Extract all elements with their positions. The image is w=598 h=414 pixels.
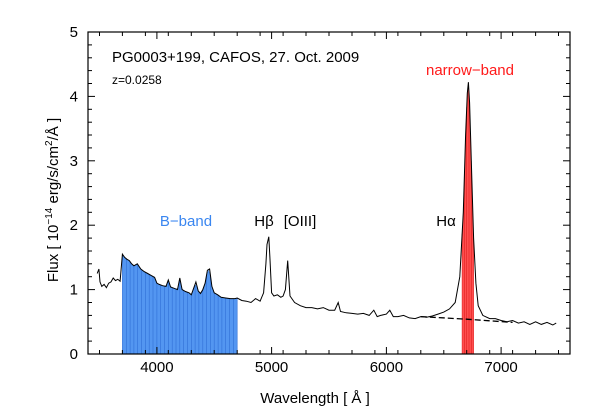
oiii-label: [OIII] <box>284 213 317 230</box>
spectrum-line <box>96 82 557 326</box>
x-tick-label-4000: 4000 <box>140 359 173 376</box>
continuum-fit-line <box>420 315 513 324</box>
y-axis-label-exp1: −14 <box>44 207 55 224</box>
x-tick-label-7000: 7000 <box>484 359 517 376</box>
y-tick-label-2: 2 <box>70 217 78 234</box>
y-tick-label-5: 5 <box>70 24 78 41</box>
y-tick-label-1: 1 <box>70 282 78 299</box>
y-tick-label-4: 4 <box>70 88 78 105</box>
continuum-layer <box>420 315 513 324</box>
x-tick-label-6000: 6000 <box>370 359 403 376</box>
y-tick-label-3: 3 <box>70 153 78 170</box>
bands-layer <box>122 82 474 354</box>
halpha-label: Hα <box>436 213 456 230</box>
x-tick-label-5000: 5000 <box>255 359 288 376</box>
hbeta-label: Hβ <box>254 213 274 230</box>
band-fill-1 <box>462 82 474 354</box>
x-axis-label: Wavelength [ Å ] <box>260 390 370 407</box>
chart-title: PG0003+199, CAFOS, 27. Oct. 2009 <box>112 49 359 66</box>
y-axis-label-middle: erg/s/cm <box>45 146 62 208</box>
y-tick-label-0: 0 <box>70 346 78 363</box>
b-band-label: B−band <box>160 213 212 230</box>
series-layer <box>96 82 557 326</box>
y-axis-label: Flux [ 10−14 erg/s/cm2/Å ] <box>44 118 62 282</box>
y-axis-label-prefix: Flux [ 10 <box>45 225 62 283</box>
y-axis-label-suffix: /Å ] <box>45 118 62 141</box>
narrow-band-label: narrow−band <box>426 62 514 79</box>
y-axis-label-exp2: 2 <box>44 140 55 146</box>
ticks-layer: 4000 5000 6000 7000 0 1 2 3 4 5 <box>70 24 570 376</box>
chart-subtitle: z=0.0258 <box>112 73 162 87</box>
